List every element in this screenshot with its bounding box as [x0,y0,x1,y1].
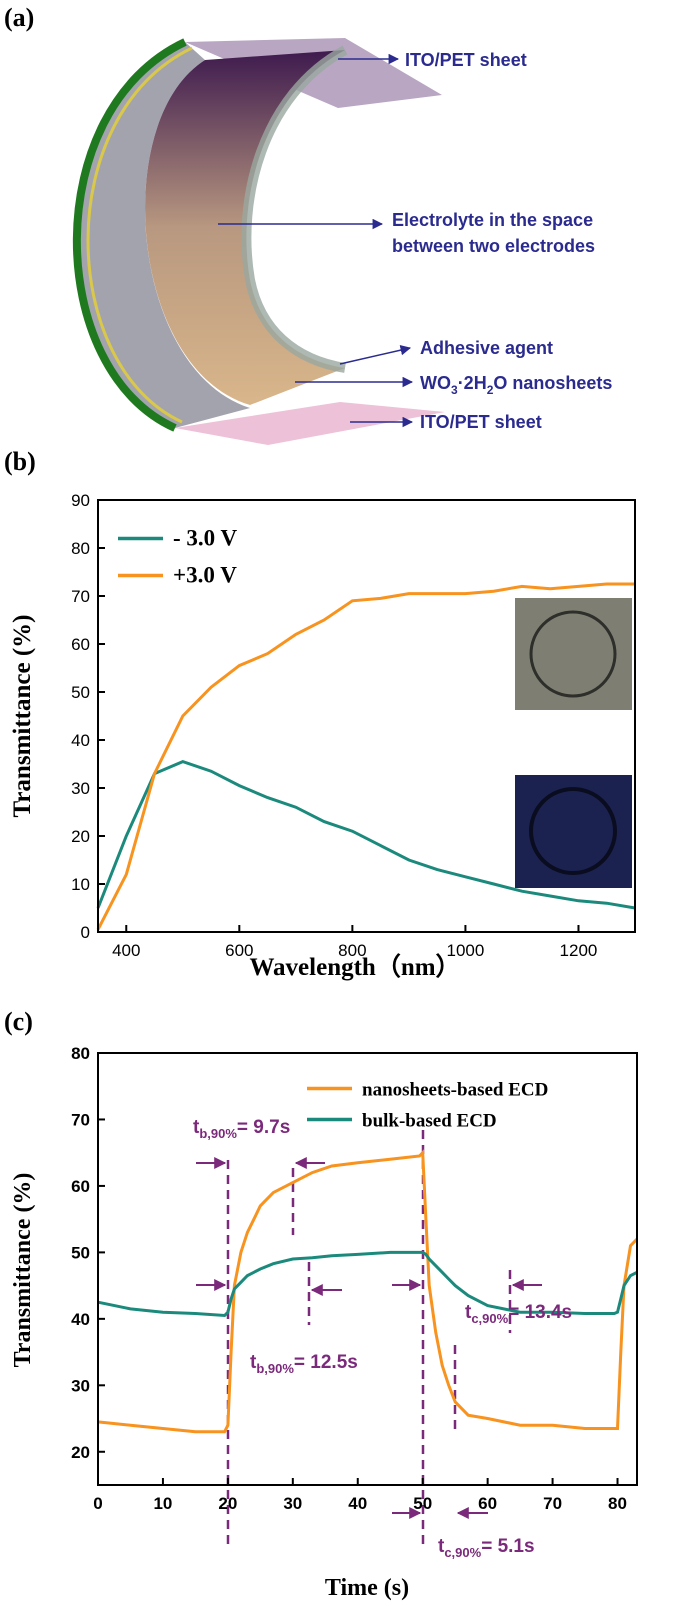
callout: WO3·2H2O nanosheets [420,373,612,397]
data-line [96,582,635,931]
y-tick-label: 80 [71,539,90,558]
bottom-sheet [175,402,445,445]
adhesive-layer [86,46,193,424]
y-tick-label: 50 [71,1243,90,1262]
y-tick-label: 70 [71,1110,90,1129]
inner-edge [241,45,348,373]
annotation-part: = 13.4s [508,1302,572,1323]
y-tick-label: 50 [71,683,90,702]
y-tick-label: 10 [71,875,90,894]
annotation-part: t [250,1352,257,1373]
annotation-part: t [438,1536,445,1557]
data-line [97,1149,639,1434]
x-tick-label: 50 [413,1494,432,1513]
inset-logo [529,610,617,698]
y-tick-label: 40 [71,731,90,750]
x-axis-title: Time (s) [325,1575,409,1601]
y-tick-label: 20 [71,827,90,846]
x-tick-label: 80 [608,1494,627,1513]
annotation: tc,90%= 13.4s [465,1302,572,1326]
x-tick-label: 800 [338,941,366,960]
x-tick-label: 30 [283,1494,302,1513]
legend-label: +3.0 V [173,563,237,588]
y-tick-label: 60 [71,635,90,654]
y-tick-label: 70 [71,587,90,606]
x-tick-label: 10 [153,1494,172,1513]
data-line [97,1250,638,1318]
y-tick-label: 90 [71,491,90,510]
annotation-sub: c,90% [444,1545,481,1560]
callout: Adhesive agent [420,338,553,358]
plot-frame [97,499,636,933]
x-tick-label: 1000 [447,941,485,960]
callout: between two electrodes [392,236,595,256]
inset-photo-colored [515,775,632,888]
callout-part: WO [420,373,451,393]
y-tick-label: 30 [71,1376,90,1395]
callout: ITO/PET sheet [405,50,527,70]
callout: ITO/PET sheet [420,412,542,432]
arrow [339,344,412,365]
legend-label: bulk-based ECD [362,1111,497,1132]
callout-sub: 2 [487,383,494,397]
legend-label: nanosheets-based ECD [362,1080,548,1101]
annotation-marks [196,1130,542,1545]
panel-label: (c) [4,1007,33,1036]
y-axis-title: Transmittance (%) [9,615,36,818]
annotation-part: = 5.1s [481,1536,534,1557]
y-tick-label: 20 [71,1443,90,1462]
callout: Electrolyte in the space [392,210,593,230]
data-line [96,759,636,910]
shell [76,42,250,428]
plot-frame [97,1052,638,1486]
annotation-sub: b,90% [256,1361,294,1376]
y-tick-label: 0 [81,923,90,942]
x-tick-label: 20 [218,1494,237,1513]
x-tick-label: 0 [93,1494,102,1513]
x-tick-label: 40 [348,1494,367,1513]
inset-logo [529,787,617,875]
x-axis-title: Wavelength（nm） [249,952,460,981]
annotation-part: = 9.7s [237,1117,290,1138]
callout-part: ·2H [458,373,487,393]
legend-label: - 3.0 V [173,526,237,551]
callout-part: O nanosheets [493,373,612,393]
annotation-part: t [193,1117,200,1138]
annotation: tb,90%= 12.5s [250,1352,358,1376]
device-diagram [72,38,445,445]
y-tick-label: 80 [71,1044,90,1063]
x-tick-label: 60 [478,1494,497,1513]
x-tick-label: 70 [543,1494,562,1513]
annotation-part: t [465,1302,472,1323]
nanosheet-layer [72,38,187,432]
annotation-sub: b,90% [199,1126,237,1141]
y-tick-label: 60 [71,1177,90,1196]
annotation-part: = 12.5s [294,1352,358,1373]
callout-sub: 3 [451,383,458,397]
x-tick-label: 600 [225,941,253,960]
panel-label: (b) [4,447,36,476]
inset-photo-bleached [515,598,632,710]
annotation: tb,90%= 9.7s [193,1117,290,1141]
y-axis-title: Transmittance (%) [10,1173,36,1368]
annotation: tc,90%= 5.1s [438,1536,535,1560]
x-tick-label: 400 [112,941,140,960]
x-tick-label: 1200 [560,941,598,960]
annotation-sub: c,90% [471,1311,508,1326]
panel-label: (a) [4,3,34,32]
y-tick-label: 40 [71,1310,90,1329]
y-tick-label: 30 [71,779,90,798]
